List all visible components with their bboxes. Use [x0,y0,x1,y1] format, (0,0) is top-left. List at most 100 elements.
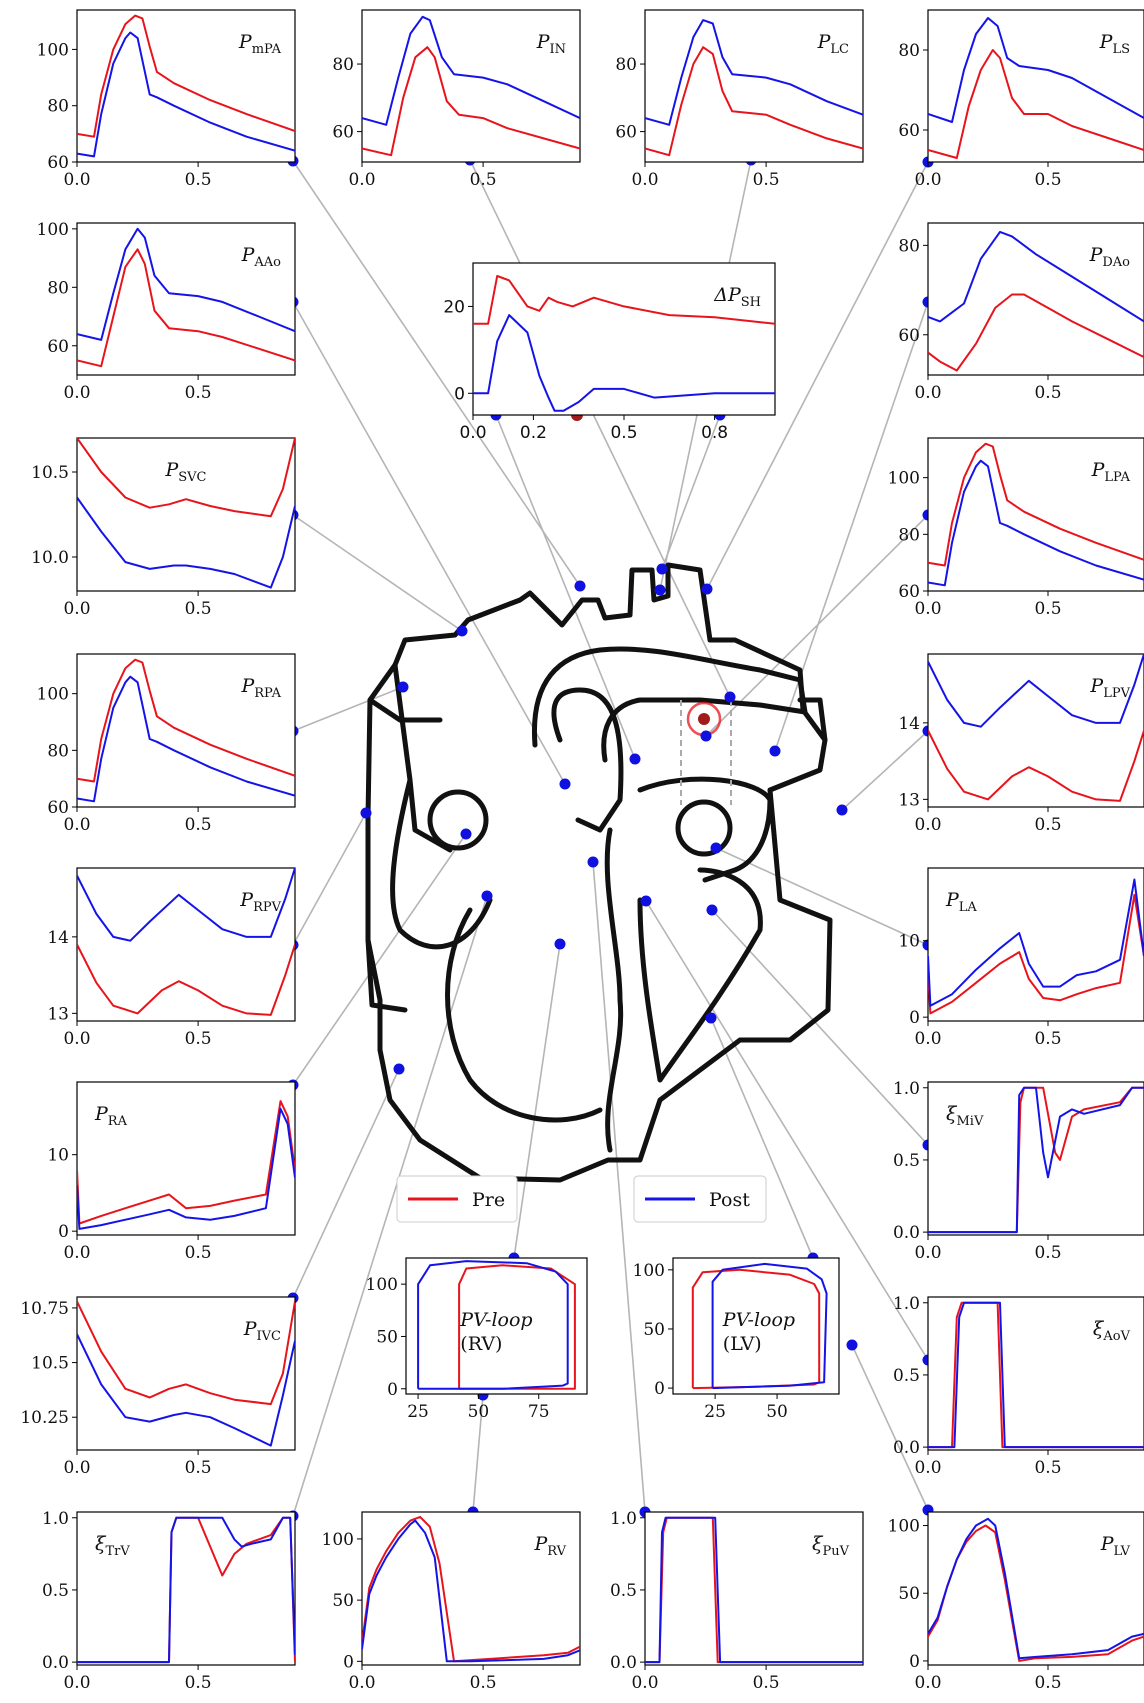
series-post-line [473,314,775,412]
y-tick-label: 0 [454,384,465,404]
x-tick-label: 0.5 [1034,815,1061,835]
series-pre-line [362,46,580,157]
series-pre-line [77,1100,295,1225]
location-dot [360,807,372,819]
plot-frame [76,1511,296,1666]
x-tick-label: 0.5 [1034,170,1061,190]
x-tick-label: 0.5 [185,1673,212,1693]
location-dot [656,563,668,575]
y-tick-label: 0 [387,1380,398,1400]
y-tick-label: 80 [898,525,920,545]
la-chamber [637,776,773,883]
location-dot [705,1012,717,1024]
x-tick-label: 0.8 [701,423,728,443]
x-tick-label: 0.0 [914,383,941,403]
connector-line [472,1394,484,1513]
pulmonary-trunk [551,687,624,833]
connector-line [292,301,566,785]
series-pre-line [77,658,295,783]
plot-title: PIN [536,31,566,57]
pv-subtitle: (RV) [460,1333,502,1355]
x-tick-label: 25 [407,1402,429,1422]
connector-line [715,847,929,946]
x-tick-label: 0.5 [185,170,212,190]
y-tick-label: 100 [37,685,69,705]
location-dot [710,842,722,854]
series-post-line [645,1516,863,1664]
x-tick-label: 0.0 [914,1673,941,1693]
x-tick-label: 0.0 [63,815,90,835]
y-tick-label: 60 [332,123,354,143]
y-tick-label: 0 [909,1652,920,1672]
x-tick-label: 0.5 [1034,1673,1061,1693]
x-tick-label: 0.0 [914,1458,941,1478]
location-dot [574,580,586,592]
y-tick-label: 60 [615,123,637,143]
x-tick-label: 0.5 [470,1673,497,1693]
series-pre-line [77,248,295,368]
y-tick-label: 100 [37,40,69,60]
y-tick-label: 13 [898,790,920,810]
x-tick-label: 0.0 [914,815,941,835]
plot-pvlv: 25 50 0 50 100 PV-loop(LV) [633,1257,840,1422]
series-pre-line [928,293,1144,372]
y-tick-label: 60 [47,153,69,173]
series-post-line [77,1516,295,1664]
y-tick-label: 0.5 [893,1366,920,1386]
x-tick-label: 0.0 [63,1029,90,1049]
y-tick-label: 20 [443,297,465,317]
x-tick-label: 0.5 [753,1673,780,1693]
location-dot [724,691,736,703]
plot-frame [76,1081,296,1236]
connector-line [592,861,646,1513]
series-post-line [928,230,1144,323]
x-tick-label: 0.5 [470,170,497,190]
y-tick-label: 1.0 [893,1294,920,1314]
x-tick-label: 0.5 [185,815,212,835]
y-tick-label: 0.5 [610,1581,637,1601]
y-tick-label: 10.5 [31,1354,69,1374]
series-pre-line [458,1264,576,1390]
y-tick-label: 100 [322,1530,354,1550]
x-tick-label: 0.0 [914,1243,941,1263]
y-tick-label: 13 [47,1004,69,1024]
series-pre-line [362,1515,580,1663]
x-tick-label: 0.0 [631,170,658,190]
y-tick-label: 50 [643,1320,665,1340]
heart-outline [365,562,833,1183]
plot-pvrv: 25 50 75 0 50 100 PV-loop(RV) [366,1257,588,1422]
ra-circle [427,789,489,851]
plot-frame [927,867,1144,1022]
series-post-line [928,17,1144,123]
plot-frame [644,9,864,163]
series-post-line [77,496,295,589]
location-dot [654,584,666,596]
series-post-line [928,1086,1144,1234]
location-dot [706,904,718,916]
plot-frame [927,9,1144,163]
rv-inner [445,907,603,1123]
y-tick-label: 0 [343,1652,354,1672]
series-post-line [362,15,580,126]
septum [604,827,624,1153]
x-tick-label: 0.0 [914,599,941,619]
y-tick-label: 1.0 [893,1079,920,1099]
connector-lines [292,159,929,1517]
series-pre-line [928,1086,1144,1234]
y-tick-label: 0.0 [42,1653,69,1673]
series-pre-line [77,438,295,518]
location-dot [769,745,781,757]
series-pre-line [77,14,295,138]
x-tick-label: 0.0 [348,1673,375,1693]
y-tick-label: 80 [47,97,69,117]
lv-inner [637,867,763,1083]
aorta-arch [531,646,808,763]
series-pre-line [77,1300,295,1406]
x-tick-label: 0.0 [348,170,375,190]
